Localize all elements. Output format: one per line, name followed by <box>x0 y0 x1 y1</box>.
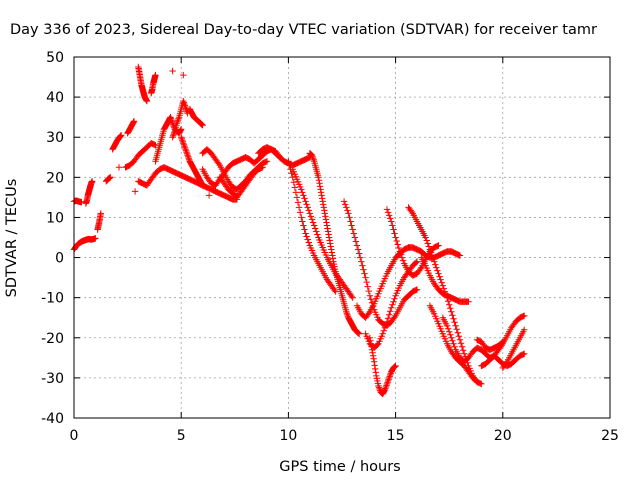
y-axis-label: SDTVAR / TECUs <box>4 179 20 298</box>
x-axis-label: GPS time / hours <box>279 459 400 475</box>
x-tick-label: 20 <box>494 428 512 444</box>
series-arc-early-6 <box>109 132 125 153</box>
y-tick-label: -30 <box>41 371 64 387</box>
series-outliers <box>115 67 238 199</box>
x-tick-label: 15 <box>387 428 405 444</box>
series-arc-c <box>148 71 159 97</box>
marker-points <box>82 178 96 207</box>
marker-points <box>285 158 339 295</box>
series-arc-g <box>178 134 206 189</box>
y-tick-label: 10 <box>46 210 64 226</box>
y-tick-label: -10 <box>41 291 64 307</box>
y-tick-label: 0 <box>55 251 64 267</box>
marker-points <box>148 71 159 97</box>
series-arc-w <box>426 302 485 388</box>
series-arc-h <box>186 105 206 129</box>
series-arc-f <box>169 97 191 141</box>
series-arc-a <box>122 140 159 171</box>
series-arc-b <box>135 63 151 105</box>
series-arc-early-1 <box>70 197 85 206</box>
series-arc-early-4 <box>94 210 104 233</box>
series-arc-t <box>353 244 464 321</box>
y-tick-label: -20 <box>41 331 64 347</box>
marker-points <box>122 140 159 171</box>
marker-points <box>186 105 206 129</box>
series-arc-z <box>478 312 528 370</box>
marker-points <box>169 97 191 141</box>
y-tick-label: -40 <box>41 411 64 427</box>
marker-points <box>70 197 85 206</box>
series-arc-m <box>285 158 339 295</box>
marker-points <box>178 134 206 189</box>
marker-points <box>306 150 363 337</box>
series-arc-k <box>216 164 266 201</box>
series-arc-o <box>306 150 363 337</box>
y-tick-label: 40 <box>46 90 64 106</box>
marker-points <box>115 67 238 199</box>
marker-points <box>366 334 399 398</box>
series-arc-aa <box>499 326 528 372</box>
marker-points <box>124 118 138 137</box>
x-tick-label: 25 <box>601 428 619 444</box>
y-tick-label: 50 <box>46 50 64 66</box>
marker-points <box>499 326 528 372</box>
marker-points <box>418 254 472 305</box>
series-arc-d <box>135 164 241 203</box>
series-arc-early-2 <box>70 235 99 253</box>
series-arc-early-5 <box>103 174 114 185</box>
plot-frame <box>73 56 611 419</box>
marker-points <box>426 302 485 388</box>
x-tick-label: 5 <box>177 428 186 444</box>
marker-points <box>109 132 125 153</box>
marker-points <box>478 312 528 370</box>
axis-ticks: 0 5 10 15 20 25 -40 -30 -20 -10 0 10 20 30 40 50 <box>41 50 619 444</box>
marker-points <box>216 164 266 201</box>
marker-points <box>135 164 241 203</box>
y-tick-label: 30 <box>46 130 64 146</box>
x-tick-label: 0 <box>70 428 79 444</box>
marker-points <box>135 63 151 105</box>
series-arc-q <box>366 334 399 398</box>
data-points <box>70 63 528 398</box>
x-tick-label: 10 <box>279 428 297 444</box>
series-arc-r <box>362 258 421 351</box>
chart-title: Day 336 of 2023, Sidereal Day-to-day VTE… <box>10 22 597 38</box>
series-arc-v <box>418 254 472 305</box>
grid-lines <box>74 57 610 418</box>
series-arc-early-3 <box>82 178 96 207</box>
series-arc-early-7 <box>124 118 138 137</box>
marker-points <box>362 258 421 351</box>
marker-points <box>353 244 464 321</box>
marker-points <box>103 174 114 185</box>
y-tick-label: 20 <box>46 170 64 186</box>
marker-points <box>94 210 104 233</box>
marker-points <box>70 235 99 253</box>
